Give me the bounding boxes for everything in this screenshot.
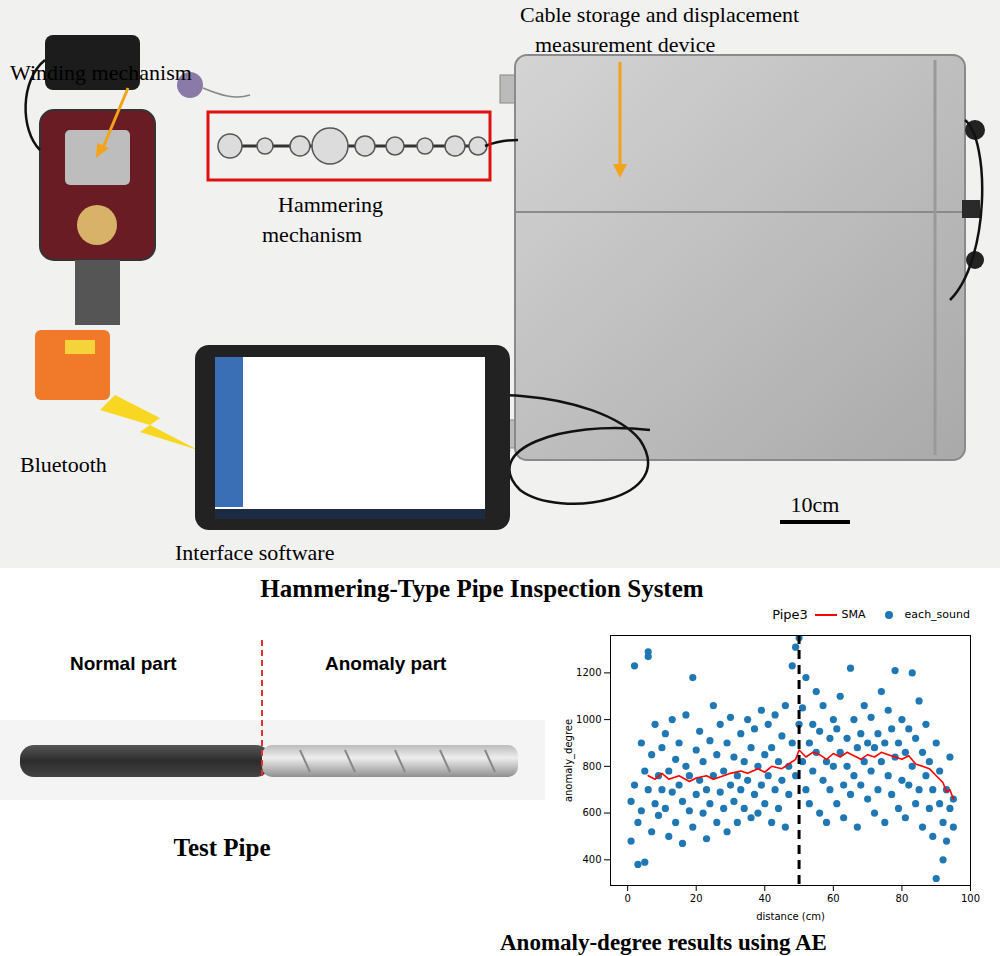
html-text:SMA: SMA <box>841 608 866 621</box>
svg-text:800: 800 <box>582 761 601 772</box>
svg-text:Cable storage and displacement: Cable storage and displacement <box>520 2 799 27</box>
svg-text:mechanism: mechanism <box>262 222 362 247</box>
svg-text:Hammering: Hammering <box>278 192 383 217</box>
html-text:Pipe3: Pipe3 <box>772 607 808 622</box>
svg-text:100: 100 <box>961 893 980 904</box>
svg-text:Test Pipe: Test Pipe <box>174 834 271 861</box>
svg-text:Normal part: Normal part <box>70 653 177 674</box>
svg-text:400: 400 <box>582 854 601 865</box>
svg-text:0: 0 <box>624 893 630 904</box>
svg-text:600: 600 <box>582 807 601 818</box>
svg-text:anomaly_degree: anomaly_degree <box>563 719 575 802</box>
svg-text:20: 20 <box>690 893 703 904</box>
svg-text:60: 60 <box>827 893 840 904</box>
svg-text:Interface software: Interface software <box>175 540 334 565</box>
svg-text:1000: 1000 <box>576 714 601 725</box>
svg-text:distance (cm): distance (cm) <box>756 911 825 922</box>
svg-text:10cm: 10cm <box>791 492 840 517</box>
svg-text:measurement device: measurement device <box>535 32 715 57</box>
html-text:each_sound: each_sound <box>904 608 970 621</box>
svg-text:40: 40 <box>758 893 771 904</box>
svg-text:1200: 1200 <box>576 667 601 678</box>
svg-text:Hammering-Type Pipe Inspection: Hammering-Type Pipe Inspection System <box>260 575 703 602</box>
svg-text:Anomaly part: Anomaly part <box>325 653 447 674</box>
svg-text:Anomaly-degree results using A: Anomaly-degree results using AE <box>500 930 827 955</box>
svg-text:Bluetooth: Bluetooth <box>20 452 107 477</box>
svg-text:80: 80 <box>896 893 909 904</box>
svg-text:Winding mechanism: Winding mechanism <box>10 60 192 85</box>
